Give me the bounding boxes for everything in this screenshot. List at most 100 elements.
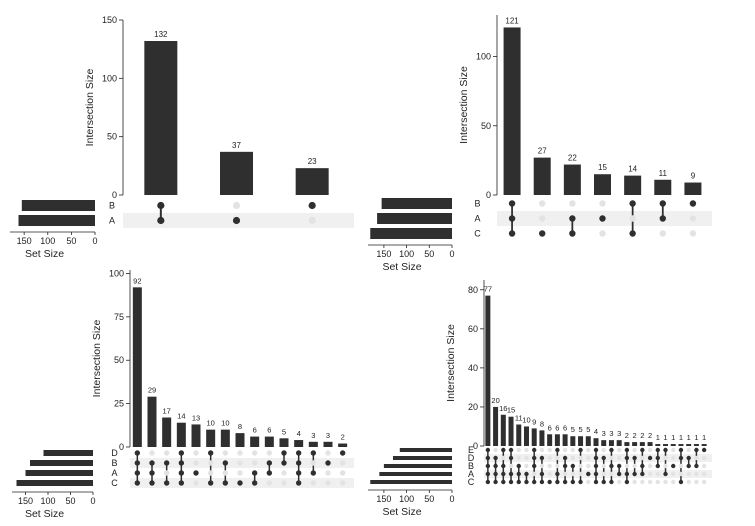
membership-dot-filled (310, 450, 317, 456)
membership-dot-empty (671, 455, 676, 461)
membership-dot-empty (578, 471, 583, 477)
membership-dot-filled (601, 455, 606, 461)
membership-dot-filled (295, 450, 302, 456)
y-axis-title: Intersection Size (458, 66, 470, 144)
y-tick-label: 50 (481, 121, 491, 131)
membership-dot-filled (237, 480, 243, 486)
membership-dot-filled (516, 471, 521, 477)
intersection-bar (295, 168, 329, 195)
membership-dot-empty (308, 216, 316, 225)
membership-dot-filled (569, 215, 576, 222)
set-name-label: B (474, 199, 480, 209)
membership-dot-filled (678, 455, 684, 461)
membership-dot-empty (163, 450, 170, 456)
membership-dot-filled (624, 479, 630, 485)
membership-dot-empty (601, 463, 606, 469)
membership-dot-filled (493, 455, 498, 461)
bar-value-label: 5 (578, 425, 582, 434)
membership-dot-filled (555, 471, 560, 477)
y-axis-title: Intersection Size (445, 324, 457, 402)
membership-dot-empty (701, 479, 707, 485)
membership-dot-empty (609, 455, 614, 461)
bar-value-label: 2 (633, 431, 637, 440)
intersection-bar (670, 444, 676, 446)
bar-value-label: 10 (522, 415, 530, 424)
membership-dot-empty (508, 463, 514, 469)
y-tick-label: 0 (119, 442, 124, 452)
membership-dot-empty (339, 460, 346, 466)
membership-dot-empty (524, 447, 529, 453)
bar-value-label: 29 (148, 386, 156, 395)
set-size-bar (25, 470, 93, 476)
membership-dot-filled (655, 455, 660, 461)
membership-dot-filled (178, 480, 185, 486)
set-size-bar (30, 460, 93, 466)
membership-dot-filled (678, 447, 684, 453)
membership-dot-empty (310, 480, 317, 486)
intersection-bar (220, 429, 230, 447)
membership-dot-empty (237, 450, 243, 456)
membership-dot-filled (501, 479, 506, 485)
membership-dot-empty (701, 463, 707, 469)
bar-value-label: 27 (538, 147, 547, 156)
bar-value-label: 9 (532, 417, 536, 426)
membership-dot-filled (539, 471, 545, 477)
membership-dot-filled (163, 460, 170, 466)
set-name-label: C (468, 477, 475, 487)
intersection-bar (508, 416, 514, 446)
membership-dot-empty (547, 447, 552, 453)
intersection-bar (578, 436, 584, 446)
membership-dot-filled (539, 479, 545, 485)
membership-dot-filled (569, 230, 576, 237)
set-size-tick-label: 100 (40, 496, 55, 506)
bar-value-label: 37 (232, 141, 241, 150)
y-axis-title: Intersection Size (84, 69, 96, 147)
membership-dot-empty (663, 463, 668, 469)
intersection-bar (655, 444, 661, 446)
membership-dot-empty (232, 201, 241, 210)
membership-dot-filled (232, 216, 241, 225)
membership-dot-empty (647, 479, 653, 485)
set-size-tick-label: 0 (92, 236, 97, 246)
membership-dot-filled (655, 463, 660, 469)
membership-dot-filled (508, 215, 516, 222)
bar-value-label: 5 (586, 425, 590, 434)
membership-dot-filled (655, 447, 660, 453)
membership-dot-empty (163, 470, 170, 476)
set-size-bar (16, 480, 93, 486)
membership-dot-empty (663, 479, 668, 485)
membership-dot-filled (508, 479, 514, 485)
bar-value-label: 5 (282, 427, 286, 436)
membership-dot-empty (686, 447, 691, 453)
bar-value-label: 10 (221, 419, 229, 428)
membership-dot-filled (562, 479, 568, 485)
set-size-axis-title: Set Size (382, 506, 421, 518)
membership-dot-empty (339, 470, 346, 476)
membership-dot-empty (694, 471, 699, 477)
set-size-bar (399, 448, 452, 452)
membership-dot-filled (555, 479, 560, 485)
membership-dot-filled (295, 470, 302, 476)
membership-dot-filled (593, 463, 599, 469)
bar-value-label: 3 (311, 431, 315, 440)
intersection-bar (601, 440, 607, 446)
membership-dot-filled (134, 450, 141, 456)
bar-value-label: 4 (297, 429, 301, 438)
membership-dot-filled (532, 447, 537, 453)
membership-dot-filled (251, 470, 258, 476)
membership-dot-empty (689, 230, 697, 237)
membership-dot-filled (578, 447, 583, 453)
membership-dot-filled (547, 479, 552, 485)
bar-value-label: 132 (154, 30, 168, 39)
bar-value-label: 14 (628, 165, 637, 174)
bar-value-label: 2 (648, 431, 652, 440)
set-size-bar (377, 213, 452, 224)
y-tick-label: 80 (468, 285, 478, 295)
membership-dot-filled (678, 479, 684, 485)
membership-dot-filled (532, 479, 537, 485)
membership-dot-filled (629, 200, 636, 207)
membership-dot-empty (222, 450, 229, 456)
bar-value-label: 2 (341, 433, 345, 442)
membership-dot-filled (586, 471, 591, 477)
bar-value-label: 16 (499, 404, 507, 413)
